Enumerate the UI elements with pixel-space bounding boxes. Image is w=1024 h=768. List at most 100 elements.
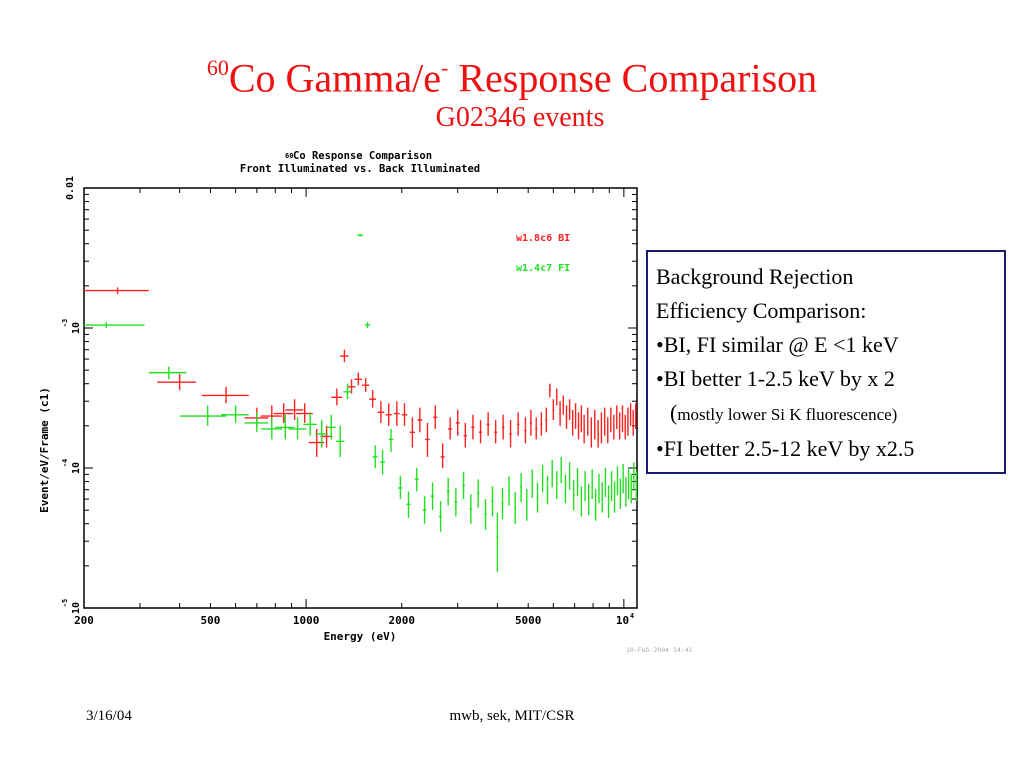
data-point: [422, 496, 427, 524]
data-point: [610, 407, 612, 433]
chart-title-line2: Front Illuminated vs. Back Illuminated: [240, 163, 480, 175]
data-point: [501, 414, 505, 440]
data-point: [630, 473, 632, 504]
data-point: [580, 405, 583, 433]
slide-subtitle: G02346 events: [435, 102, 605, 133]
data-point: [580, 486, 583, 517]
y-tick-label-exp: -3: [61, 319, 69, 327]
data-point: [536, 482, 539, 513]
y-axis-label: Event/eV/Frame (c1): [38, 387, 51, 513]
data-point: [425, 422, 430, 457]
data-point: [354, 372, 363, 386]
data-point: [462, 471, 465, 500]
data-point: [221, 405, 249, 423]
data-point: [545, 407, 548, 433]
data-point: [486, 412, 490, 436]
data-point: [406, 491, 411, 518]
data-point: [455, 409, 460, 436]
chart-svg: 60 Co Response Comparison Front Illumina…: [38, 150, 693, 654]
data-point: [439, 501, 443, 532]
data-point: [541, 465, 544, 493]
data-point: [494, 420, 498, 444]
data-point: [514, 492, 517, 524]
x-tick-labels: 200 500 1000 2000 5000 10 4: [74, 612, 634, 627]
data-point: [551, 460, 553, 488]
callout-bullet1: •BI, FI similar @ E <1 keV: [656, 332, 899, 357]
data-point: [616, 405, 618, 429]
data-point: [587, 407, 589, 436]
footer-credit: mwb, sek, MIT/CSR: [449, 708, 575, 724]
data-point: [380, 449, 385, 475]
x-tick-label: 500: [201, 614, 221, 627]
plot-timestamp: 10-Feb-2004 14:41: [626, 646, 693, 654]
data-point: [571, 409, 574, 436]
data-point: [604, 468, 607, 498]
data-point: [616, 466, 619, 496]
data-point: [600, 412, 603, 444]
data-point: [343, 383, 352, 400]
data-point: [84, 287, 149, 294]
callout-bullet2-note-row: (mostly lower Si K fluorescence): [656, 396, 998, 432]
series-1: [84, 233, 638, 573]
data-point: [577, 412, 580, 440]
data-point: [552, 399, 555, 421]
data-point: [315, 420, 328, 448]
data-point: [148, 366, 187, 380]
data-point: [275, 414, 295, 440]
x-tick-label: 5000: [515, 614, 542, 627]
data-point: [625, 477, 627, 507]
title-superscript: 60: [206, 55, 229, 80]
data-point: [535, 417, 538, 440]
plot-frame: [83, 187, 638, 609]
series-0: [84, 287, 637, 468]
x-tick-label-exp: 4: [630, 612, 634, 620]
data-point: [463, 422, 468, 448]
legend-fi: w1.4c7 FI: [516, 263, 570, 274]
data-point: [364, 322, 371, 328]
data-point: [576, 468, 579, 497]
data-point: [320, 425, 333, 448]
data-point: [574, 403, 577, 429]
y-tick-label: 0.01: [65, 176, 76, 200]
data-point: [568, 399, 571, 421]
data-point: [633, 462, 635, 491]
data-point: [603, 407, 606, 436]
data-point: [157, 373, 196, 391]
x-tick-label-pow: 10: [616, 614, 629, 627]
data-point: [362, 377, 370, 392]
data-point: [357, 233, 363, 237]
data-point: [388, 428, 394, 453]
data-point: [469, 494, 473, 524]
title-end: Response Comparison: [448, 55, 818, 101]
slide-title: 60Co Gamma/e- Response Comparison: [0, 48, 1024, 100]
data-point: [610, 471, 613, 502]
data-point: [273, 403, 294, 423]
legend-bi: w1.8c6 BI: [516, 233, 570, 244]
data-point: [260, 417, 283, 440]
data-point: [627, 469, 630, 500]
data-point: [621, 405, 624, 433]
data-point: [632, 409, 634, 436]
rejection-callout: Background Rejection Efficiency Comparis…: [646, 250, 1006, 474]
data-point: [613, 481, 616, 513]
data-point: [564, 474, 567, 504]
y-tick-label-exp: -5: [61, 599, 69, 607]
data-point: [591, 469, 593, 500]
data-point: [540, 412, 543, 436]
data-point: [335, 425, 345, 457]
data-point: [622, 463, 624, 494]
data-point: [627, 407, 629, 436]
chart-title-line1: Co Response Comparison: [293, 150, 432, 162]
data-point: [560, 456, 562, 484]
data-point: [326, 414, 336, 440]
callout-paren: (: [670, 400, 678, 425]
data-point: [601, 482, 603, 513]
data-point: [583, 414, 585, 444]
data-point: [84, 322, 145, 328]
data-point: [629, 403, 632, 426]
data-point: [546, 475, 549, 505]
data-point: [340, 349, 349, 363]
callout-bullet2-note: mostly lower Si K fluorescence): [677, 405, 898, 424]
y-tick-label: 10: [71, 462, 82, 474]
y-tick-label: 10: [71, 322, 82, 334]
